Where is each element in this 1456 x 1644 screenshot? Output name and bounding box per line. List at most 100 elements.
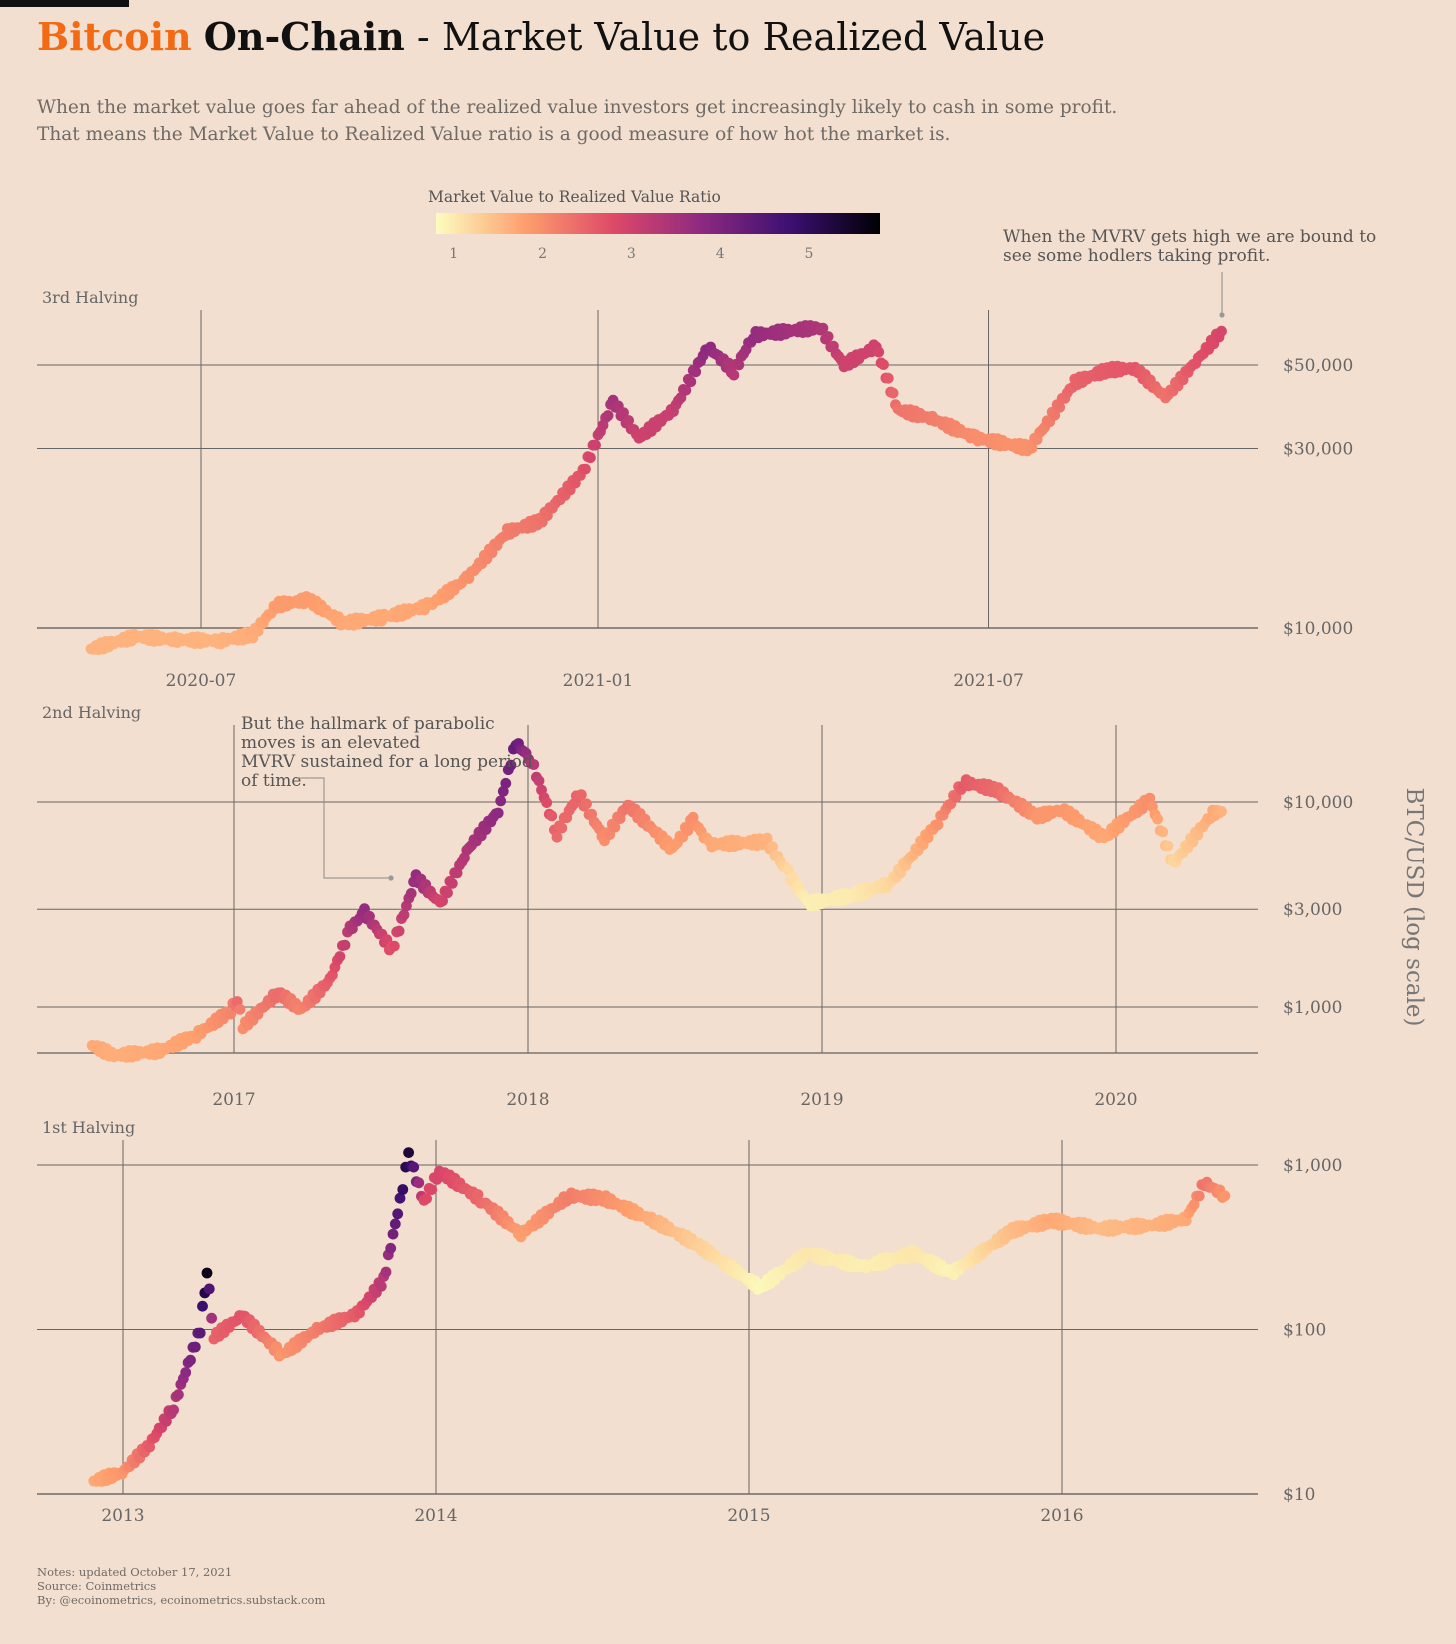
panel-2-point: [533, 775, 545, 787]
panel-3-point: [206, 1312, 218, 1324]
panel-2-point: [922, 832, 934, 843]
panel-2-point: [1144, 792, 1156, 804]
subtitle: When the market value goes far ahead of …: [37, 94, 1237, 148]
panel-3-point: [387, 1228, 399, 1240]
page-title: Bitcoin On-Chain - Market Value to Reali…: [37, 14, 1045, 59]
panel-3-y-tick-1: $100: [1283, 1321, 1326, 1341]
panel-1-point: [590, 439, 601, 451]
panel-2-point: [1152, 813, 1163, 825]
panel-1-point: [1049, 409, 1061, 421]
panel-2-point: [442, 887, 453, 899]
panel-1-point: [1216, 325, 1227, 337]
colorbar-tick-4: 5: [804, 246, 813, 262]
panel-1-point: [690, 366, 702, 378]
panel-3-point: [180, 1367, 192, 1378]
panel-3-point: [472, 1189, 484, 1200]
panel-1-point: [817, 322, 829, 334]
panel-2-point: [398, 909, 410, 921]
panel-1-point: [728, 369, 740, 381]
panel-1-x-tick-2: 2021-07: [953, 671, 1024, 691]
panel-1-y-tick-2: $50,000: [1283, 356, 1353, 376]
panel-2-point: [393, 925, 405, 937]
panel-1-point: [873, 346, 885, 358]
panel-1-point: [680, 384, 692, 396]
panel-3-point: [203, 1283, 215, 1295]
panel-3-point: [375, 1280, 387, 1292]
annotation-top-line-2: see some hodlers taking profit.: [1003, 246, 1270, 266]
panel-1-point: [733, 359, 745, 371]
panel-2-point: [528, 759, 540, 770]
panel-2-point: [767, 841, 778, 853]
panel-3-point: [1193, 1190, 1205, 1202]
panel-3-point: [385, 1242, 397, 1254]
panel-1-point: [580, 463, 591, 475]
panel-1-point: [887, 387, 899, 399]
panel-2-x-tick-3: 2020: [1094, 1090, 1137, 1110]
panel-2-point: [225, 1008, 237, 1020]
panel-2-point: [334, 951, 346, 962]
title-rest: - Market Value to Realized Value: [416, 15, 1046, 59]
panel-2-point: [761, 832, 773, 844]
panel-2-point: [1162, 840, 1174, 852]
panel-3-point: [394, 1192, 406, 1204]
panel-3-point: [1188, 1199, 1200, 1211]
panel-3-y-tick-2: $1,000: [1283, 1156, 1342, 1176]
panel-2-x-tick-0: 2017: [212, 1090, 255, 1110]
footer-note-updated: Notes: updated October 17, 2021: [37, 1565, 233, 1579]
panel-2-point: [581, 798, 592, 810]
panel-2-y-tick-2: $10,000: [1283, 793, 1353, 813]
panel-3-point: [194, 1327, 206, 1339]
panel-3-point: [421, 1193, 432, 1204]
panel-3-point: [397, 1184, 409, 1195]
title-topic: On-Chain: [203, 14, 405, 59]
annotation-middle-line-4: of time.: [241, 771, 307, 791]
panel-1-point: [585, 452, 596, 464]
panel-2-point: [682, 825, 694, 836]
panel-2-point: [405, 888, 417, 899]
panel-1-point: [1026, 442, 1038, 454]
panel-3-point: [413, 1177, 425, 1189]
panel-1-point: [623, 415, 634, 426]
panel-3-point: [144, 1441, 156, 1453]
panel-3-point: [389, 1218, 401, 1230]
panel-2-point: [500, 777, 512, 789]
panel-2-x-tick-2: 2019: [800, 1090, 843, 1110]
colorbar-tick-0: 1: [449, 246, 458, 262]
panel-2-point: [609, 821, 621, 833]
panel-3-x-tick-2: 2015: [727, 1506, 770, 1526]
footer-note-source: Source: Coinmetrics: [37, 1579, 157, 1593]
annotation-top-dot: [1219, 312, 1225, 318]
panel-1-point: [882, 372, 894, 384]
panel-3-point: [185, 1354, 196, 1366]
panel-3-x-tick-3: 2016: [1040, 1506, 1083, 1526]
panel-2-point: [234, 1003, 246, 1015]
subtitle-line-2: That means the Market Value to Realized …: [37, 124, 951, 145]
panel-2-point: [437, 895, 448, 907]
colorbar-tick-1: 2: [538, 246, 547, 262]
panel-3-point: [201, 1267, 213, 1279]
panel-3-x-tick-0: 2013: [101, 1506, 144, 1526]
panel-3-point: [403, 1147, 414, 1158]
panel-2-point: [787, 871, 799, 883]
panel-1-point: [878, 359, 889, 370]
annotation-top: When the MVRV gets high we are bound to s…: [1003, 227, 1376, 266]
panel-1-label: 3rd Halving: [42, 288, 138, 307]
panel-1-x-tick-0: 2020-07: [166, 671, 237, 691]
panel-3-point: [168, 1404, 180, 1416]
panel-2-point: [446, 878, 458, 889]
panel-1-point: [685, 376, 697, 388]
colorbar-title: Market Value to Realized Value Ratio: [428, 188, 721, 206]
panel-2-point: [551, 831, 563, 843]
colorbar-tick-2: 3: [627, 246, 636, 262]
panel-2-point: [364, 910, 375, 922]
panel-2-point: [505, 759, 517, 771]
panel-2-point: [932, 819, 944, 831]
panel-3-point: [426, 1184, 438, 1195]
panel-2-point: [546, 810, 558, 822]
panel-1-point: [618, 407, 629, 418]
panel-3-point: [408, 1161, 420, 1173]
panel-3-point: [1219, 1190, 1231, 1202]
panel-3-label: 1st Halving: [42, 1118, 135, 1137]
title-brand: Bitcoin: [37, 14, 192, 59]
